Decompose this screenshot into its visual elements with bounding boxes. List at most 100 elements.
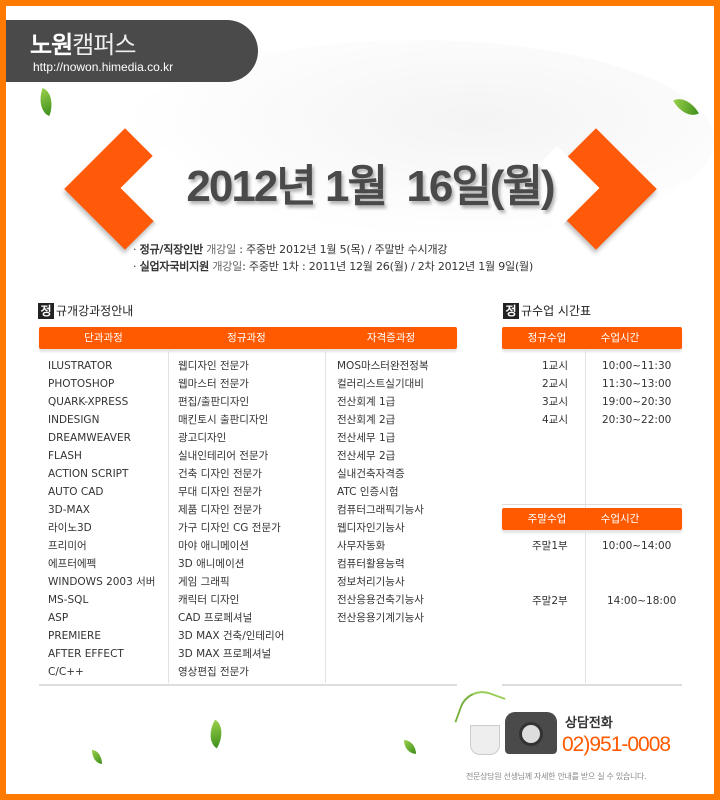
period: 주말2부 bbox=[532, 595, 568, 607]
logo: 노원캠퍼스 bbox=[30, 25, 136, 60]
weekend-schedule-header: 주말수업 수업시간 bbox=[502, 508, 682, 530]
divider bbox=[39, 684, 457, 686]
list-item: 실내인테리어 전문가 bbox=[178, 450, 269, 462]
list-item: 웹마스터 전문가 bbox=[178, 378, 249, 390]
contact-phone[interactable]: 02)951-0008 bbox=[562, 733, 671, 756]
list-item: 정보처리기능사 bbox=[337, 576, 405, 588]
list-item: 웹디자인기능사 bbox=[337, 522, 405, 534]
col-header: 정규과정 bbox=[227, 332, 266, 344]
list-item: FLASH bbox=[48, 450, 82, 462]
col-header: 수업시간 bbox=[600, 332, 640, 344]
list-item: 웹디자인 전문가 bbox=[178, 360, 249, 372]
list-item: 편집/출판디자인 bbox=[178, 396, 250, 408]
phone-dial-icon bbox=[519, 722, 543, 746]
title-text: 규개강과정안내 bbox=[56, 304, 134, 318]
site-url[interactable]: http://nowon.himedia.co.kr bbox=[33, 60, 174, 74]
list-item: 프리미어 bbox=[48, 540, 87, 552]
title-box: 정 bbox=[38, 302, 54, 319]
list-item: ILUSTRATOR bbox=[48, 360, 113, 372]
list-item: ASP bbox=[48, 612, 69, 624]
weekend-row: 14:00~18:00 bbox=[607, 592, 676, 610]
list-item: WINDOWS 2003 서버 bbox=[48, 576, 156, 588]
list-item: MOS마스터완전정복 bbox=[337, 360, 429, 372]
list-item: 라이노3D bbox=[48, 522, 92, 534]
list-item: 컴퓨터그래픽기능사 bbox=[337, 504, 424, 516]
col-header: 주말수업 bbox=[527, 513, 567, 525]
schedule-cell: 3교시 bbox=[541, 396, 568, 408]
divider bbox=[502, 684, 682, 686]
list-item: PREMIERE bbox=[48, 630, 101, 642]
divider bbox=[168, 350, 169, 683]
col-header: 단과과정 bbox=[84, 332, 123, 344]
weekend-row: 주말2부 bbox=[532, 592, 568, 610]
col-header: 수업시간 bbox=[600, 513, 640, 525]
list-item: 가구 디자인 CG 전문가 bbox=[178, 522, 281, 534]
divider bbox=[502, 504, 682, 505]
list-item: 3D 애니메이션 bbox=[178, 558, 245, 570]
info-label: 개강일 bbox=[212, 260, 243, 273]
list-item: 실내건축자격증 bbox=[337, 468, 405, 480]
list-item: CAD 프로페셔널 bbox=[178, 612, 253, 624]
courses-section-title: 정 규개강과정안내 bbox=[38, 302, 133, 319]
list-item: 전산응용기계기능사 bbox=[337, 612, 424, 624]
info-text: : 주중반 1차 : 2011년 12월 26(월) / 2차 2012년 1월… bbox=[242, 260, 534, 273]
schedule-cell: 2교시 bbox=[541, 378, 568, 390]
list-item: 전산세무 1급 bbox=[337, 432, 396, 444]
list-item: QUARK-XPRESS bbox=[48, 396, 129, 408]
info-label: 개강일 bbox=[206, 243, 236, 256]
list-item: 전산회계 1급 bbox=[337, 396, 396, 408]
plant-pot-icon bbox=[470, 725, 500, 755]
info-course: 실업자국비지원 bbox=[139, 260, 210, 273]
schedule-cell: 4교시 bbox=[541, 414, 568, 426]
info-course: 정규/직장인반 bbox=[139, 243, 204, 256]
schedule-cell: 11:30~13:00 bbox=[602, 378, 672, 390]
bullet: · bbox=[133, 260, 137, 273]
list-item: AFTER EFFECT bbox=[48, 648, 124, 660]
schedule-cell: 1교시 bbox=[541, 360, 568, 372]
list-item: 3D-MAX bbox=[48, 504, 90, 516]
list-item: 3D MAX 건축/인테리어 bbox=[178, 630, 285, 642]
list-item: DREAMWEAVER bbox=[48, 432, 131, 444]
contact-label: 상담전화 bbox=[565, 716, 613, 731]
list-item: ACTION SCRIPT bbox=[48, 468, 129, 480]
time: 14:00~18:00 bbox=[607, 595, 677, 607]
col-header: 정규수업 bbox=[527, 332, 567, 344]
weekend-row: 10:00~14:00 bbox=[602, 537, 671, 555]
contact-note: 전문상담원 선생님께 자세한 안내를 받으 실 수 있습니다. bbox=[466, 772, 647, 781]
list-item: 제품 디자인 전문가 bbox=[178, 504, 262, 516]
leaf-icon bbox=[404, 740, 416, 754]
leaf-icon bbox=[34, 87, 58, 117]
weekend-row: 주말1부 bbox=[532, 537, 568, 555]
list-item: PHOTOSHOP bbox=[48, 378, 115, 390]
schedule-cell: 19:00~20:30 bbox=[602, 396, 672, 408]
list-item: 무대 디자인 전문가 bbox=[178, 486, 262, 498]
schedule-cell: 10:00~11:30 bbox=[602, 360, 672, 372]
list-item: INDESIGN bbox=[48, 414, 100, 426]
list-item: 3D MAX 프로페셔널 bbox=[178, 648, 272, 660]
list-item: 게임 그래픽 bbox=[178, 576, 230, 588]
title-text: 규수업 시간표 bbox=[521, 304, 592, 318]
list-item: 사무자동화 bbox=[337, 540, 386, 552]
site-header: 노원캠퍼스 http://nowon.himedia.co.kr bbox=[0, 20, 258, 82]
regular-schedule-header: 정규수업 수업시간 bbox=[502, 327, 682, 349]
single-courses-list: ILUSTRATOR PHOTOSHOP QUARK-XPRESS INDESIGN D… bbox=[48, 357, 155, 681]
list-item: 컴퓨터활용능력 bbox=[337, 558, 405, 570]
list-item: 전산응용건축기능사 bbox=[337, 594, 424, 606]
list-item: ATC 인증시험 bbox=[337, 486, 399, 498]
col-header: 자격증과정 bbox=[366, 332, 416, 344]
list-item: 광고디자인 bbox=[178, 432, 227, 444]
regular-courses-list: 웹디자인 전문가 웹마스터 전문가 편집/출판디자인 매킨토시 출판디자인 광고디자인 실… bbox=[178, 357, 284, 681]
time: 10:00~14:00 bbox=[602, 540, 672, 552]
courses-header-bar: 단과과정 정규과정 자격증과정 bbox=[39, 327, 457, 349]
schedule-cell: 20:30~22:00 bbox=[602, 414, 672, 426]
regular-time-list: 10:00~11:30 11:30~13:00 19:00~20:30 20:30~2… bbox=[602, 357, 671, 429]
list-item: AUTO CAD bbox=[48, 486, 104, 498]
list-item: 건축 디자인 전문가 bbox=[178, 468, 262, 480]
certificate-courses-list: MOS마스터완전정복 컬러리스트실기대비 전산회계 1급 전산회계 2급 전산세무 1급… bbox=[337, 357, 429, 627]
divider bbox=[325, 350, 326, 683]
leaf-icon bbox=[203, 719, 229, 749]
regular-period-list: 1교시 2교시 3교시 4교시 bbox=[510, 357, 568, 429]
info-line-funded: · 실업자국비지원 개강일: 주중반 1차 : 2011년 12월 26(월) … bbox=[133, 258, 533, 274]
info-line-regular: · 정규/직장인반 개강일 : 주중반 2012년 1월 5(목) / 주말반 … bbox=[133, 241, 448, 257]
schedule-section-title: 정 규수업 시간표 bbox=[503, 302, 591, 319]
